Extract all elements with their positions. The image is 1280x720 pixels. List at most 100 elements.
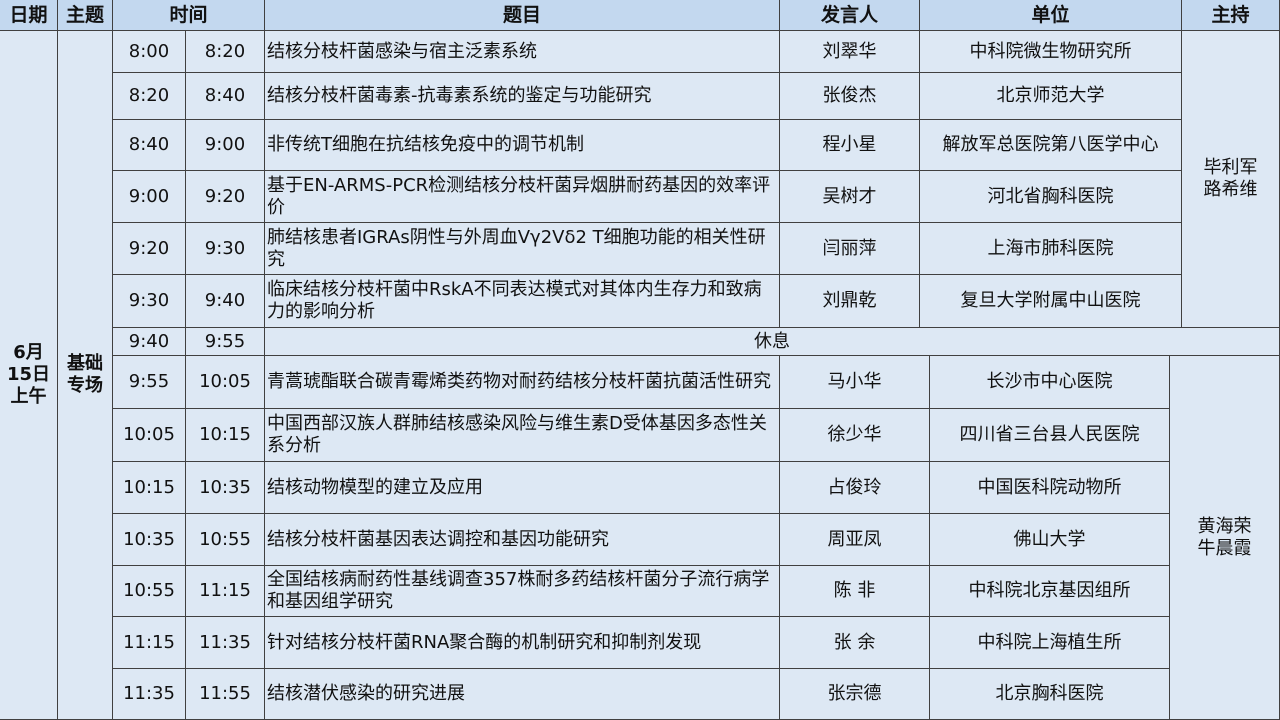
break-row: 休息 [265,328,1280,356]
unit-text: 上海市肺科医院 [987,237,1114,259]
start-time: 9:00 [113,171,186,223]
end-time-text: 10:05 [199,371,251,392]
talk-title-text: 肺结核患者IGRAs阴性与外周血Vγ2Vδ2 T细胞功能的相关性研究 [267,226,766,270]
unit: 河北省胸科医院 [920,171,1182,223]
start-time-text: 9:00 [128,185,170,207]
unit-text: 中科院微生物研究所 [969,40,1132,62]
date-cell: 6月 15日 上午 [0,31,58,720]
start-time-text: 8:20 [128,85,170,106]
unit: 中国医科院动物所 [930,462,1170,514]
header-time: 时间 [113,0,265,31]
unit: 中科院微生物研究所 [920,31,1182,73]
talk-title-text: 结核分枝杆菌基因表达调控和基因功能研究 [267,528,609,550]
unit-text: 复旦大学附属中山医院 [960,290,1141,311]
end-time: 10:55 [186,514,265,566]
start-time: 8:00 [113,31,186,73]
talk-title: 结核潜伏感染的研究进展 [265,669,780,720]
header-unit-text: 单位 [1031,4,1070,26]
speaker-text: 吴树才 [822,185,877,207]
talk-title-text: 基于EN-ARMS-PCR检测结核分枝杆菌异烟肼耐药基因的效率评价 [267,174,771,218]
talk-title: 临床结核分枝杆菌中RskA不同表达模式对其体内生存力和致病力的影响分析 [265,275,780,328]
speaker: 刘鼎乾 [780,275,920,328]
unit-text: 中科院北京基因组所 [968,580,1131,601]
unit: 北京师范大学 [920,73,1182,120]
speaker: 马小华 [780,356,930,409]
start-time: 9:20 [113,223,186,275]
talk-title: 基于EN-ARMS-PCR检测结核分枝杆菌异烟肼耐药基因的效率评价 [265,171,780,223]
talk-title: 全国结核病耐药性基线调查357株耐多药结核杆菌分子流行病学和基因组学研究 [265,566,780,617]
end-time-text: 10:15 [199,424,251,445]
end-time: 11:15 [186,566,265,617]
speaker: 徐少华 [780,409,930,462]
start-time-text: 9:55 [128,371,170,392]
speaker-text: 占俊玲 [827,476,882,498]
speaker: 闫丽萍 [780,223,920,275]
start-time-text: 9:40 [128,330,170,352]
speaker: 周亚凤 [780,514,930,566]
unit-text: 中科院上海植生所 [977,631,1122,653]
unit: 北京胸科医院 [930,669,1170,720]
unit-text: 解放军总医院第八医学中心 [942,134,1159,155]
host-session-1: 毕利军 路希维 [1182,31,1280,328]
unit: 上海市肺科医院 [920,223,1182,275]
date-cell-text: 6月 15日 上午 [6,342,51,407]
start-time: 8:20 [113,73,186,120]
end-time: 9:20 [186,171,265,223]
speaker: 张俊杰 [780,73,920,120]
unit-text: 河北省胸科医院 [987,185,1114,207]
host-session-1-text: 毕利军 路希维 [1203,157,1258,200]
start-time: 10:35 [113,514,186,566]
speaker-text: 程小星 [822,134,877,155]
talk-title: 青蒿琥酯联合碳青霉烯类药物对耐药结核分枝杆菌抗菌活性研究 [265,356,780,409]
speaker: 张宗德 [780,669,930,720]
end-time-text: 11:35 [199,631,251,653]
end-time: 10:15 [186,409,265,462]
end-time-text: 9:20 [204,185,246,207]
talk-title: 针对结核分枝杆菌RNA聚合酶的机制研究和抑制剂发现 [265,617,780,669]
header-speaker-text: 发言人 [820,4,878,26]
speaker-text: 闫丽萍 [822,237,877,259]
talk-title: 肺结核患者IGRAs阴性与外周血Vγ2Vδ2 T细胞功能的相关性研究 [265,223,780,275]
start-time-text: 9:30 [128,290,170,311]
unit-text: 佛山大学 [1013,528,1086,550]
end-time: 9:55 [186,328,265,356]
speaker-text: 张 余 [833,631,876,653]
end-time-text: 8:40 [204,85,246,106]
talk-title-text: 全国结核病耐药性基线调查357株耐多药结核杆菌分子流行病学和基因组学研究 [267,569,770,612]
speaker: 陈 非 [780,566,930,617]
talk-title: 结核分枝杆菌基因表达调控和基因功能研究 [265,514,780,566]
start-time-text: 8:40 [128,134,170,155]
end-time: 11:55 [186,669,265,720]
speaker: 张 余 [780,617,930,669]
end-time-text: 10:55 [199,528,251,550]
theme-cell: 基础 专场 [58,31,113,720]
end-time: 11:35 [186,617,265,669]
header-theme-text: 主题 [65,4,104,26]
speaker-text: 周亚凤 [827,528,882,550]
talk-title-text: 临床结核分枝杆菌中RskA不同表达模式对其体内生存力和致病力的影响分析 [267,279,762,322]
talk-title-text: 结核分枝杆菌毒素-抗毒素系统的鉴定与功能研究 [267,85,652,106]
host-session-2-text: 黄海荣 牛晨霞 [1197,515,1252,559]
speaker: 程小星 [780,120,920,171]
start-time-text: 11:15 [123,631,175,653]
start-time-text: 9:20 [128,237,170,259]
start-time: 10:15 [113,462,186,514]
end-time: 9:40 [186,275,265,328]
end-time-text: 9:30 [204,237,246,259]
end-time: 8:20 [186,31,265,73]
header-date: 日期 [0,0,58,31]
header-host: 主持 [1182,0,1280,31]
talk-title-text: 非传统T细胞在抗结核免疫中的调节机制 [267,134,584,155]
unit-text: 中国医科院动物所 [977,476,1122,498]
speaker-text: 张宗德 [827,683,882,704]
talk-title: 结核分枝杆菌毒素-抗毒素系统的鉴定与功能研究 [265,73,780,120]
header-title: 题目 [265,0,780,31]
unit-text: 长沙市中心医院 [986,371,1113,392]
unit-text: 北京胸科医院 [995,683,1104,704]
start-time: 10:55 [113,566,186,617]
unit: 复旦大学附属中山医院 [920,275,1182,328]
talk-title-text: 结核分枝杆菌感染与宿主泛素系统 [267,40,537,62]
end-time: 9:30 [186,223,265,275]
end-time-text: 11:55 [199,683,251,704]
header-time-text: 时间 [169,4,208,26]
